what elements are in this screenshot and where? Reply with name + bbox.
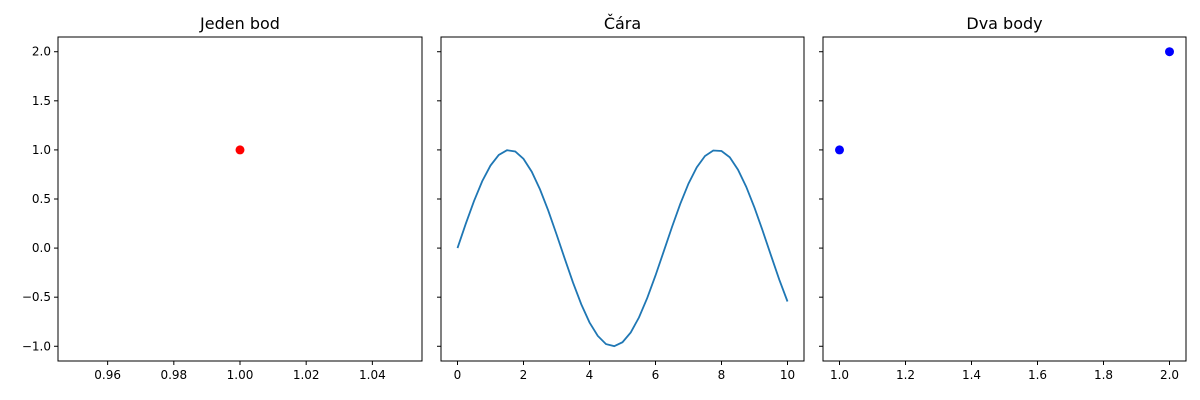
x-tick-label: 1.8 [1094, 368, 1113, 382]
y-tick-label: −0.5 [22, 290, 51, 304]
series-line [456, 149, 789, 348]
x-tick-label: 1.2 [896, 368, 915, 382]
x-tick-label: 6 [652, 368, 660, 382]
y-tick-label: 0.5 [32, 192, 51, 206]
x-tick-label: 1.6 [1028, 368, 1047, 382]
y-tick-label: −1.0 [22, 339, 51, 353]
axes-frame [822, 36, 1187, 362]
y-tick-label: 1.5 [32, 94, 51, 108]
x-tick-label: 1.00 [227, 368, 254, 382]
x-tick-label: 1.02 [293, 368, 320, 382]
chart-title: Jeden bod [199, 14, 280, 33]
data-point [835, 145, 844, 155]
x-tick-label: 8 [718, 368, 726, 382]
axes-frame [57, 36, 423, 362]
x-tick-label: 1.0 [830, 368, 849, 382]
x-tick-label: 0.96 [94, 368, 121, 382]
data-point [235, 145, 245, 155]
data-point [1165, 47, 1174, 57]
x-tick-label: 1.04 [359, 368, 386, 382]
y-tick-label: 1.0 [32, 143, 51, 157]
chart-title: Čára [604, 14, 641, 33]
axes-3: Dva body 1.0 1.2 1.4 1.6 1.8 2.0 [819, 14, 1187, 382]
axes-2: Čára 0 2 4 6 8 10 [437, 14, 805, 382]
x-tick-label: 2 [520, 368, 528, 382]
chart-title: Dva body [966, 14, 1042, 33]
x-tick-label: 0.98 [160, 368, 187, 382]
x-tick-label: 1.4 [962, 368, 981, 382]
x-tick-label: 0 [454, 368, 462, 382]
axes-1: Jeden bod 0.96 0.98 1.00 1.02 1.04 −1.0 −0.5 0.0… [22, 14, 423, 382]
y-tick-label: 0.0 [32, 241, 51, 255]
y-tick-label: 2.0 [32, 45, 51, 59]
x-tick-label: 4 [586, 368, 594, 382]
axes-frame [440, 36, 805, 362]
x-tick-label: 10 [780, 368, 795, 382]
x-tick-label: 2.0 [1160, 368, 1179, 382]
